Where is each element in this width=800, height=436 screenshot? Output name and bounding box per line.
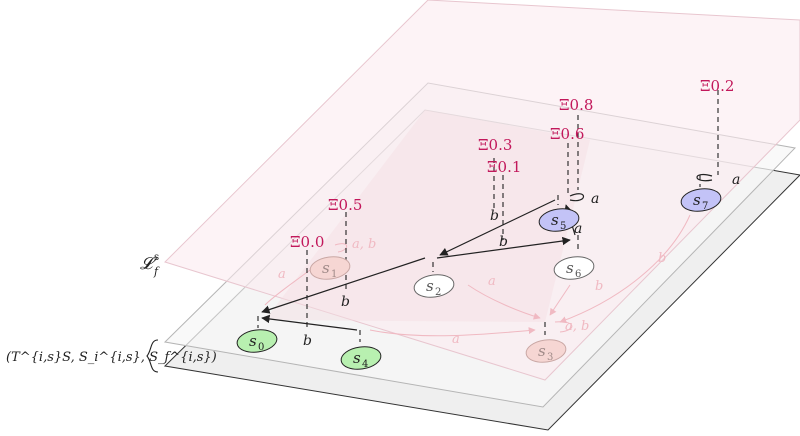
state-s6-sub: 6 bbox=[575, 269, 581, 280]
edge-faint-s1 bbox=[264, 269, 311, 306]
state-s7-sub: 7 bbox=[702, 201, 708, 212]
state-s1: s 1 bbox=[309, 256, 351, 280]
state-s2-sub: 2 bbox=[435, 287, 441, 298]
prob-label: Ξ0.8 bbox=[559, 96, 593, 114]
state-s5-base: s bbox=[551, 211, 559, 229]
faint-edge-label: a bbox=[488, 274, 496, 289]
state-s5-sub: 5 bbox=[560, 221, 566, 232]
edge-s5-s2 bbox=[439, 199, 556, 256]
tuple-label: (T^{i,s}S, S_i^{i,s}, S_f^{i,s}) bbox=[6, 350, 217, 365]
state-s0: s 0 bbox=[236, 329, 278, 353]
prob-label: Ξ0.1 bbox=[487, 158, 521, 176]
layer-label-sub: f bbox=[153, 265, 160, 278]
top-plane bbox=[164, 0, 800, 381]
faint-edge-label: b bbox=[658, 251, 666, 266]
state-s2: s 2 bbox=[413, 274, 455, 298]
edge-label-b: b bbox=[303, 333, 312, 349]
edge-s2-s0 bbox=[261, 257, 426, 314]
faint-edge-label: b bbox=[595, 279, 603, 294]
state-s4-sub: 4 bbox=[362, 359, 368, 370]
state-s3-base: s bbox=[538, 342, 546, 360]
state-s4: s 4 bbox=[340, 346, 382, 370]
state-s7-base: s bbox=[693, 191, 701, 209]
state-s4-base: s bbox=[353, 349, 361, 367]
solid-transitions bbox=[261, 174, 713, 331]
edge-labels: a a b b b b a bbox=[303, 172, 740, 349]
state-s0-sub: 0 bbox=[258, 342, 264, 353]
state-s6: s 6 bbox=[553, 256, 595, 280]
edge-s2-s6 bbox=[436, 236, 571, 259]
edge-faint-s7-s3 bbox=[559, 214, 691, 324]
edge-label-b: b bbox=[341, 294, 350, 310]
state-s3-sub: 3 bbox=[547, 352, 553, 363]
loop-faint-s1 bbox=[334, 243, 348, 253]
state-s1-sub: 1 bbox=[331, 269, 337, 280]
prob-label: Ξ0.5 bbox=[328, 196, 362, 214]
probability-labels: Ξ0.0 Ξ0.5 Ξ0.3 Ξ0.1 Ξ0.8 Ξ0.6 Ξ0.2 bbox=[290, 77, 734, 251]
prob-label: Ξ0.2 bbox=[700, 77, 734, 95]
edge-label-a-loop-s7: a bbox=[732, 172, 740, 188]
edge-label-a-s6-s5: a bbox=[574, 221, 582, 237]
edge-label-a-loop-s5: a bbox=[591, 191, 599, 207]
state-s3: s 3 bbox=[525, 339, 567, 363]
loop-faint-s3 bbox=[554, 321, 573, 333]
edge-faint-s4-s3 bbox=[369, 327, 536, 337]
faint-transitions bbox=[264, 214, 691, 337]
state-s0-base: s bbox=[249, 332, 257, 350]
loop-s5 bbox=[569, 193, 585, 202]
dashed-connectors bbox=[257, 90, 719, 342]
layer-label-sup: s bbox=[154, 252, 159, 263]
faint-edge-label: a bbox=[452, 332, 460, 347]
states: s 0 s 1 s 2 s 3 s 4 s 5 s bbox=[236, 188, 722, 370]
prob-label: Ξ0.0 bbox=[290, 233, 324, 251]
faint-edge-label: a, b bbox=[565, 319, 589, 334]
state-s6-base: s bbox=[566, 259, 574, 277]
prob-label: Ξ0.3 bbox=[478, 136, 512, 154]
curly-brace-icon bbox=[146, 339, 159, 373]
faint-edge-labels: a, b a, b a b b a a bbox=[278, 237, 666, 347]
state-s2-base: s bbox=[426, 277, 434, 295]
faint-edge-label: a bbox=[278, 267, 286, 282]
state-s5: s 5 bbox=[538, 208, 580, 232]
edge-label-b: b bbox=[499, 234, 508, 250]
loop-s7 bbox=[696, 174, 713, 182]
state-s7: s 7 bbox=[680, 188, 722, 212]
faint-edge-label: a, b bbox=[352, 237, 376, 252]
edge-label-b: b bbox=[490, 208, 499, 224]
left-labels: 𝓛 f s (T^{i,s}S, S_i^{i,s}, S_f^{i,s}) bbox=[6, 252, 217, 373]
edge-faint-s2-s3 bbox=[467, 284, 541, 320]
edge-faint-s6-s3 bbox=[549, 284, 571, 316]
state-s1-base: s bbox=[322, 259, 330, 277]
prob-label: Ξ0.6 bbox=[550, 125, 584, 143]
edge-s4-s0 bbox=[261, 314, 358, 331]
